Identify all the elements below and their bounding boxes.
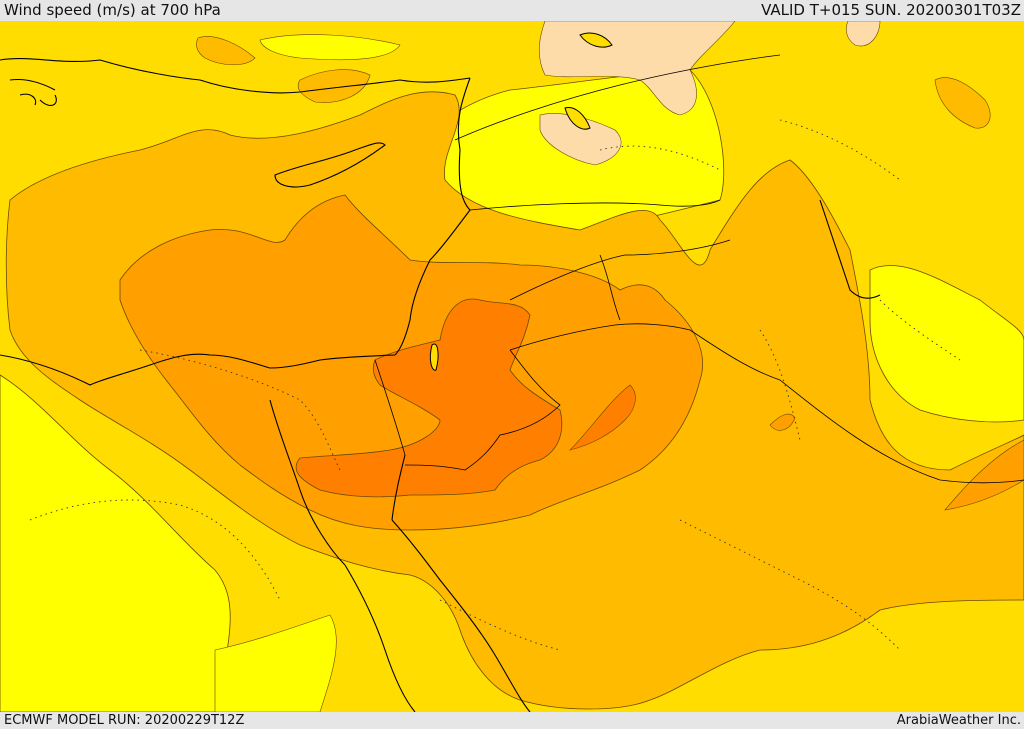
field-band-4-small <box>769 413 796 431</box>
credit: ArabiaWeather Inc. <box>896 713 1021 728</box>
field-band-1-northwest <box>259 34 401 61</box>
field-band-5-core <box>295 298 563 498</box>
valid-time: VALID T+015 SUN. 20200301T03Z <box>761 1 1021 19</box>
border-turkey-syria <box>454 54 781 141</box>
red-sea-east <box>391 519 531 712</box>
field-band-1-west-inner <box>214 614 337 712</box>
footer-bar: ECMWF MODEL RUN: 20200229T12Z ArabiaWeat… <box>0 712 1024 729</box>
cyprus <box>274 142 386 188</box>
field-band-4-east <box>944 439 1024 511</box>
gulf-of-suez <box>269 399 346 566</box>
border-jordan-saudi-south <box>404 349 561 471</box>
field-band-1-west <box>0 374 231 712</box>
wind-speed-map <box>0 21 1024 712</box>
aegean-islands <box>9 78 57 106</box>
map-title: Wind speed (m/s) at 700 hPa <box>4 1 221 19</box>
water-bodies <box>429 32 613 371</box>
border-syria-iraq <box>469 199 721 211</box>
borders <box>374 54 1024 484</box>
border-jordan-iraq <box>599 254 621 321</box>
border-iraq-saudi <box>509 239 731 301</box>
dead-sea <box>429 343 439 371</box>
border-saudi-gulf <box>689 329 1024 484</box>
title-bar: Wind speed (m/s) at 700 hPa VALID T+015 … <box>0 0 1024 21</box>
coastlines <box>0 58 881 712</box>
persian-gulf-coast <box>819 199 881 299</box>
dotted-contours <box>29 119 961 651</box>
border-egypt-israel <box>374 359 406 456</box>
red-sea-west <box>344 564 416 712</box>
levant-coast <box>394 77 471 356</box>
border-jordan-saudi <box>509 323 691 351</box>
lake-van <box>564 106 591 130</box>
model-run: ECMWF MODEL RUN: 20200229T12Z <box>4 713 245 728</box>
field-band-5-streak <box>569 384 636 451</box>
gulf-of-aqaba <box>391 454 406 521</box>
field-band-3-nw-patch <box>196 36 256 66</box>
egypt-coast <box>0 353 396 386</box>
north-coast <box>0 58 471 94</box>
field-band-6-north <box>538 21 736 116</box>
field-band-3-northeast <box>934 77 991 129</box>
lake-sevan <box>579 32 613 48</box>
field-band-6-northeast <box>845 21 881 47</box>
